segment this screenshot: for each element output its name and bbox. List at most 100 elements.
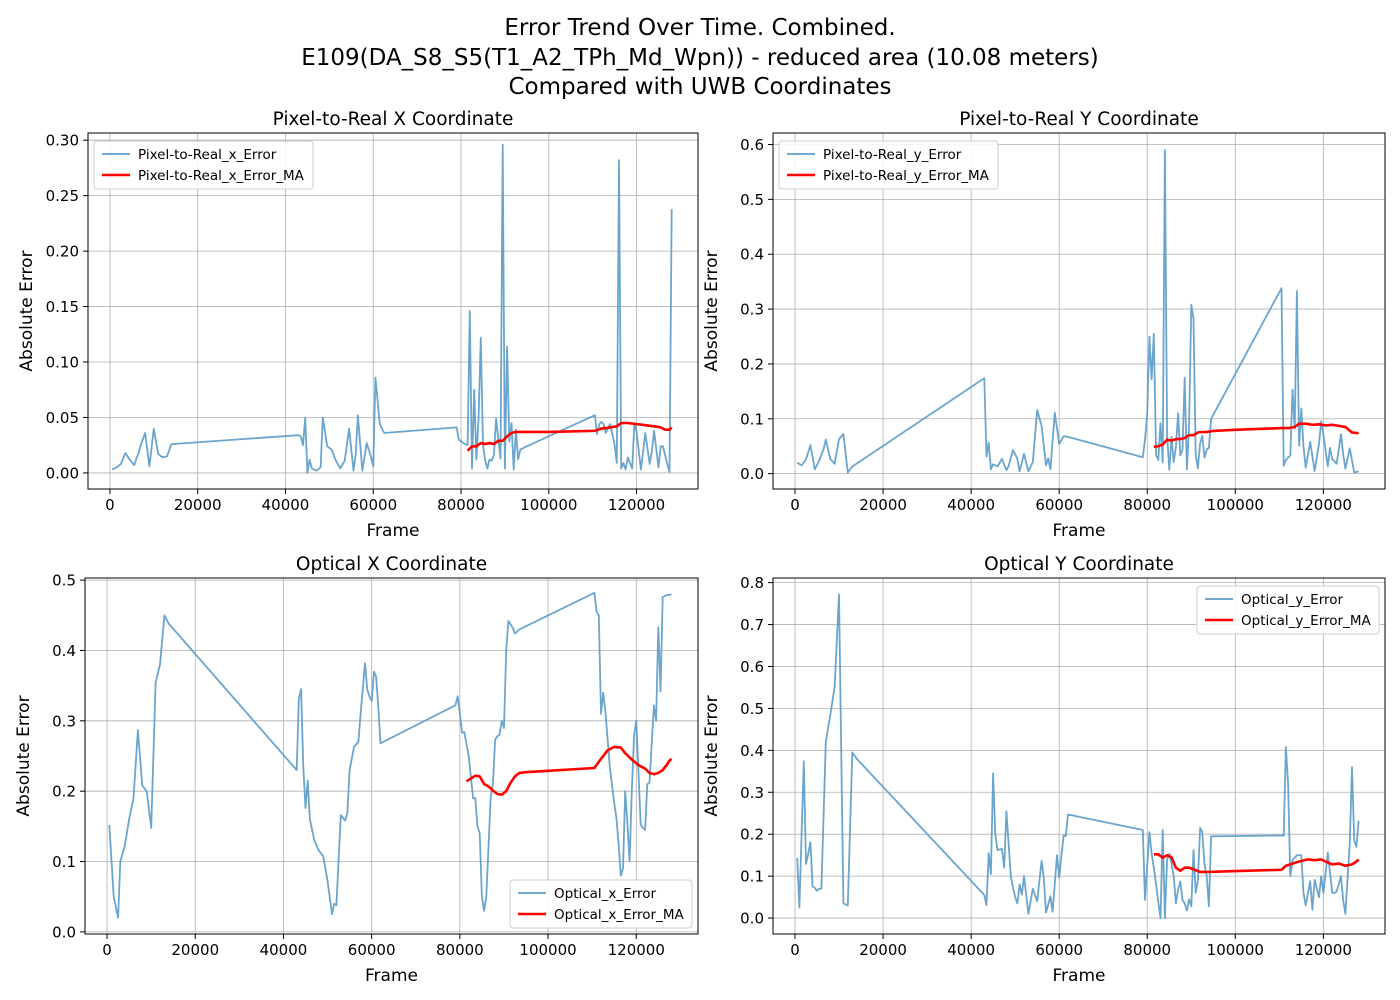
chart-title: Optical X Coordinate (296, 554, 487, 575)
x-tick-label: 120000 (1295, 941, 1352, 959)
chart-panel-4: 0 20000 40000 60000 80000 100000 120000 0.0 0.1 0… (702, 554, 1386, 986)
legend-label: Pixel-to-Real_x_Error_MA (138, 168, 305, 184)
error-series-line (796, 149, 1359, 474)
y-axis-label: Absolute Error (702, 250, 722, 371)
y-tick-label: 0.30 (46, 132, 79, 150)
legend-label: Pixel-to-Real_y_Error (823, 147, 962, 163)
legend-box (509, 879, 693, 929)
y-tick-label: 0.4 (52, 642, 76, 660)
y-tick-label: 0.4 (740, 246, 764, 264)
y-axis-label: Absolute Error (14, 695, 34, 816)
y-tick-label: 0.1 (52, 853, 76, 871)
axes-frame (84, 577, 699, 935)
x-tick-label: 40000 (947, 941, 995, 959)
legend-label: Pixel-to-Real_x_Error (138, 147, 277, 163)
x-tick-label: 0 (102, 941, 112, 959)
x-tick-label: 20000 (859, 496, 907, 514)
y-tick-label: 0.10 (46, 354, 79, 372)
y-tick-label: 0.05 (46, 409, 79, 427)
x-tick-label: 20000 (171, 941, 219, 959)
chart-panel-2: 0 20000 40000 60000 80000 100000 120000 0.0 0.1 0… (702, 109, 1386, 541)
y-tick-label: 0.6 (740, 136, 764, 154)
moving-average-line (1153, 422, 1359, 449)
x-axis-label: Frame (367, 521, 420, 541)
legend: Pixel-to-Real_y_Error Pixel-to-Real_y_Err… (778, 140, 999, 190)
moving-average-line (466, 421, 673, 452)
x-axis-label: Frame (1053, 521, 1106, 541)
legend-label: Optical_y_Error (1241, 592, 1344, 608)
x-tick-label: 60000 (1035, 496, 1083, 514)
y-tick-label: 0.2 (740, 826, 764, 844)
figure-title-line-3: Compared with UWB Coordinates (508, 74, 892, 100)
x-tick-label: 100000 (1207, 941, 1264, 959)
x-tick-label: 20000 (859, 941, 907, 959)
x-tick-label: 120000 (1295, 496, 1352, 514)
x-tick-label: 80000 (1123, 941, 1171, 959)
x-tick-label: 40000 (262, 496, 310, 514)
chart-panel-1: 0 20000 40000 60000 80000 100000 120000 0.00 0.0… (17, 109, 699, 541)
error-series-line (796, 593, 1360, 919)
y-tick-label: 0.8 (740, 574, 764, 592)
y-tick-label: 0.5 (52, 572, 76, 590)
x-tick-label: 100000 (519, 941, 576, 959)
x-tick-label: 60000 (1035, 941, 1083, 959)
legend: Optical_y_Error Optical_y_Error_MA (1196, 585, 1380, 635)
y-tick-label: 0.3 (740, 784, 764, 802)
legend-box (1196, 585, 1380, 635)
x-tick-label: 80000 (1123, 496, 1171, 514)
axes-frame (772, 577, 1386, 935)
x-axis-label: Frame (1053, 966, 1106, 986)
legend-label: Pixel-to-Real_y_Error_MA (823, 168, 990, 184)
chart-title: Optical Y Coordinate (984, 554, 1174, 575)
y-tick-label: 0.3 (740, 301, 764, 319)
y-axis-label: Absolute Error (702, 695, 722, 816)
y-tick-label: 0.1 (740, 410, 764, 428)
legend: Optical_x_Error Optical_x_Error_MA (509, 879, 693, 929)
x-tick-label: 100000 (520, 496, 577, 514)
legend-label: Optical_x_Error (554, 886, 657, 902)
chart-title: Pixel-to-Real X Coordinate (273, 109, 514, 130)
moving-average-line (1153, 852, 1360, 874)
x-tick-label: 80000 (437, 496, 485, 514)
x-tick-label: 60000 (349, 496, 397, 514)
error-series-line (108, 591, 672, 919)
y-tick-label: 0.25 (46, 187, 79, 205)
moving-average-line (465, 745, 673, 797)
error-series-line (111, 143, 673, 474)
axes-frame (87, 132, 699, 490)
x-tick-label: 0 (790, 941, 800, 959)
y-tick-label: 0.2 (740, 355, 764, 373)
y-tick-label: 0.1 (740, 868, 764, 886)
y-tick-label: 0.4 (740, 742, 764, 760)
x-tick-label: 100000 (1207, 496, 1264, 514)
legend-label: Optical_x_Error_MA (554, 907, 684, 923)
x-tick-label: 60000 (348, 941, 396, 959)
x-tick-label: 120000 (608, 941, 665, 959)
x-tick-label: 40000 (947, 496, 995, 514)
y-tick-label: 0.15 (46, 298, 79, 316)
axes-frame (772, 132, 1386, 490)
legend: Pixel-to-Real_x_Error Pixel-to-Real_x_Err… (93, 140, 314, 190)
y-axis-label: Absolute Error (17, 250, 37, 371)
figure-title-line-1: Error Trend Over Time. Combined. (504, 15, 896, 41)
y-tick-label: 0.0 (740, 465, 764, 483)
y-tick-label: 0.5 (740, 700, 764, 718)
y-tick-label: 0.5 (740, 191, 764, 209)
y-tick-label: 0.7 (740, 616, 764, 634)
x-tick-label: 0 (105, 496, 115, 514)
y-tick-label: 0.0 (52, 923, 76, 941)
x-tick-label: 0 (790, 496, 800, 514)
legend-box (93, 140, 314, 190)
y-tick-label: 0.20 (46, 243, 79, 261)
y-tick-label: 0.3 (52, 712, 76, 730)
x-tick-label: 40000 (260, 941, 308, 959)
x-tick-label: 20000 (174, 496, 222, 514)
x-axis-label: Frame (365, 966, 418, 986)
legend-box (778, 140, 999, 190)
x-tick-label: 80000 (436, 941, 484, 959)
y-tick-label: 0.6 (740, 658, 764, 676)
figure-title: Error Trend Over Time. Combined. E109(DA… (0, 14, 1400, 103)
chart-title: Pixel-to-Real Y Coordinate (959, 109, 1198, 130)
y-tick-label: 0.2 (52, 783, 76, 801)
